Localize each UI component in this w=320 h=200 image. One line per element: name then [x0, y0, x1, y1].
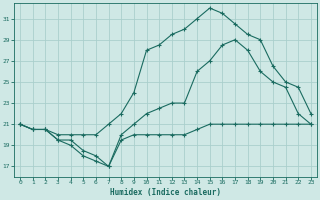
- X-axis label: Humidex (Indice chaleur): Humidex (Indice chaleur): [110, 188, 221, 197]
